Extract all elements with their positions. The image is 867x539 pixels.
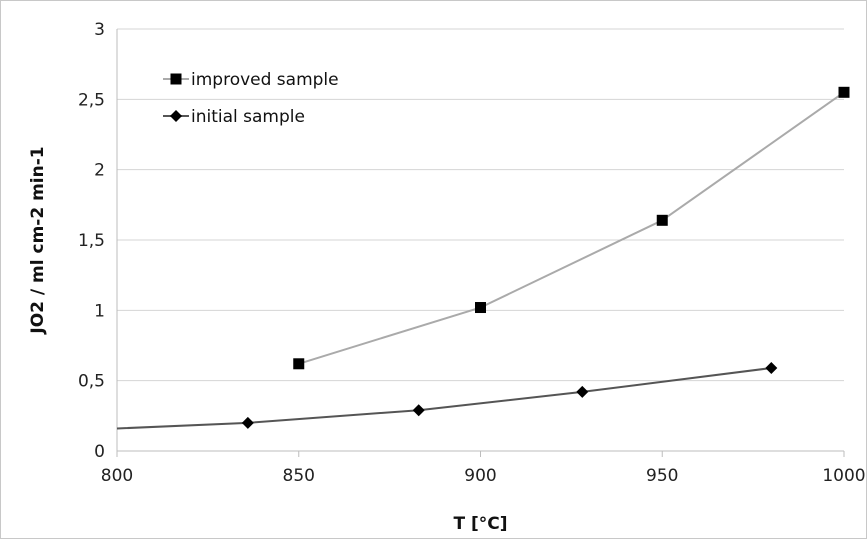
legend-marker-diamond [170, 110, 182, 122]
data-point-square [293, 358, 305, 370]
data-point-square [656, 214, 668, 226]
y-tick-label: 3 [94, 20, 105, 40]
grid-lines [117, 28, 844, 382]
data-point-diamond [576, 385, 589, 398]
data-point-square [475, 302, 486, 314]
y-tick-label: 0,5 [78, 372, 105, 392]
x-tick-label: 1000 [822, 466, 865, 486]
y-tick-label: 2 [94, 161, 105, 181]
data-point-diamond [765, 362, 778, 375]
legend: improved sample initial sample [163, 70, 339, 127]
y-tick-label: 2,5 [78, 90, 105, 110]
legend-marker-square [170, 73, 182, 85]
legend-label: improved sample [191, 70, 339, 90]
y-axis-title: JO2 / ml cm-2 min-1 [28, 146, 48, 334]
data-point-diamond [412, 404, 425, 417]
series-line-1 [298, 91, 845, 365]
axes: 0 0,5 1 1,5 2 2,5 3 800 850 900 950 1000 [78, 20, 866, 486]
x-axis-title: T [°C] [453, 514, 507, 534]
y-tick-label: 1,5 [78, 231, 105, 251]
series [116, 86, 850, 430]
series-line-2 [116, 367, 772, 430]
data-point-diamond [241, 416, 254, 429]
x-tick-label: 850 [283, 466, 315, 486]
x-tick-label: 800 [101, 466, 133, 486]
y-tick-label: 0 [94, 442, 105, 462]
y-tick-label: 1 [94, 301, 105, 321]
x-tick-label: 950 [646, 466, 678, 486]
data-point-square [838, 86, 850, 98]
x-tick-label: 900 [464, 466, 496, 486]
legend-label: initial sample [191, 107, 305, 127]
